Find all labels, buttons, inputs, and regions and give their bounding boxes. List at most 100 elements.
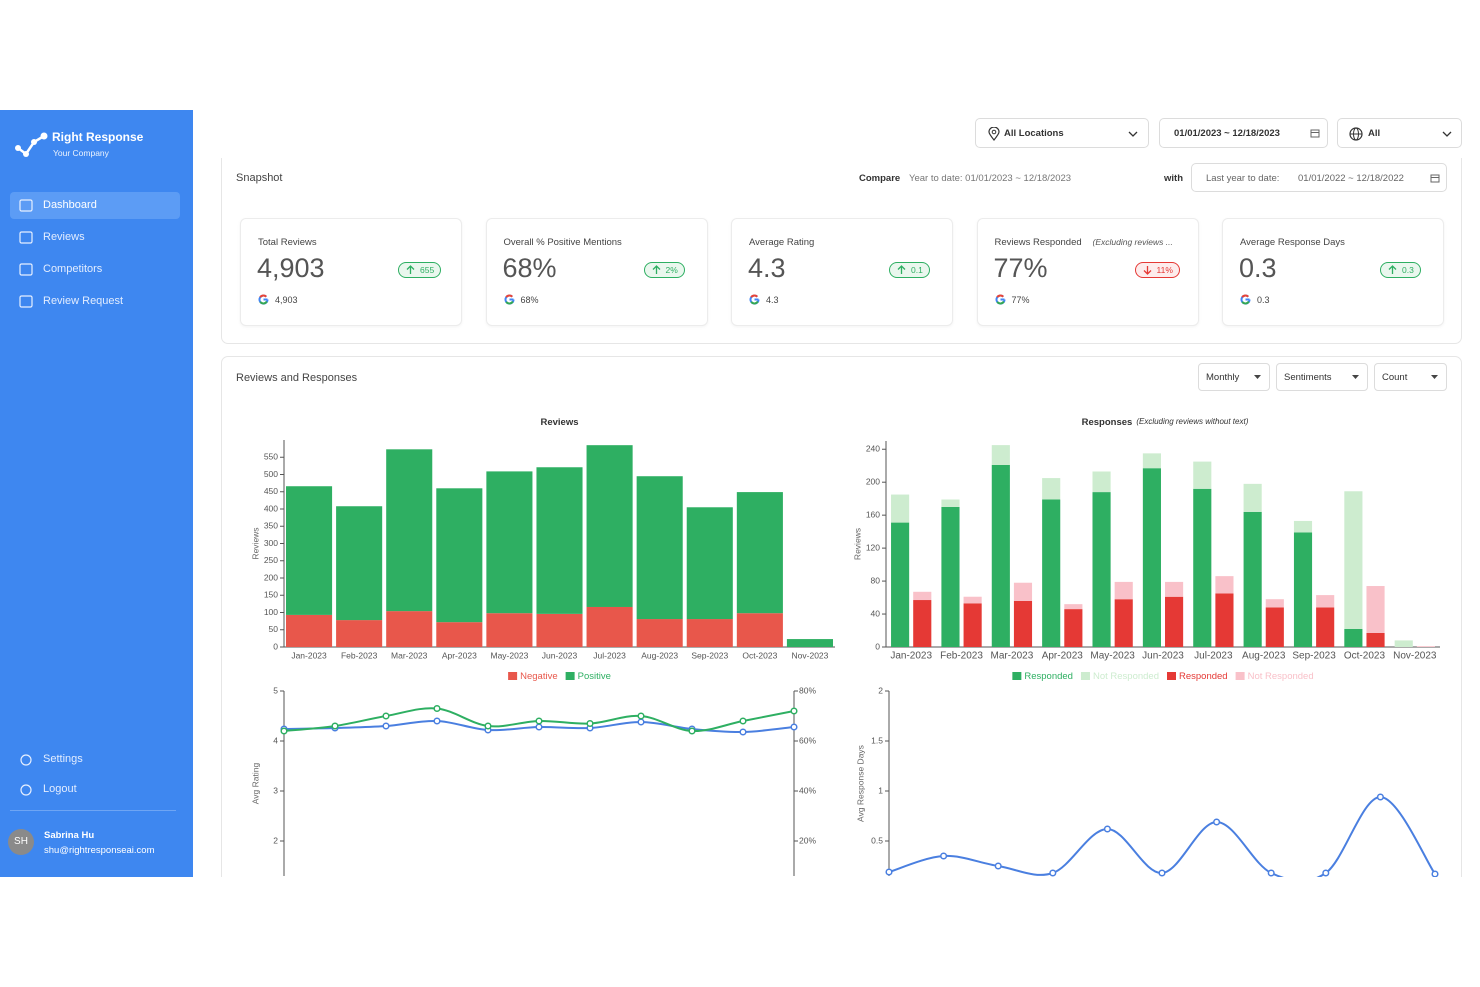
y-tick-label: 3 [273,785,278,795]
icon [1431,375,1438,379]
point [790,723,798,731]
point [1431,870,1439,877]
location-filter[interactable]: All Locations [975,118,1149,148]
google-icon [1241,300,1250,305]
y-tick-label: 200 [264,572,278,582]
y-tick-label: 100 [264,607,278,617]
icon [19,199,33,212]
chart-title-text: Responses [1082,417,1133,428]
date-filter[interactable]: 01/01/2023 ~ 12/18/2023 [1159,118,1328,148]
logo [15,132,48,157]
icon [20,784,32,796]
bar [1064,609,1083,647]
kpi-google: 0.3 [1257,295,1270,305]
bar [913,591,932,601]
bar [1215,593,1234,647]
bar [286,486,333,615]
brand: Right Response [52,130,144,144]
bar [486,613,533,647]
icon [20,754,32,766]
kpi-card: Total Reviews 4,903 655 4,903 [240,218,462,326]
point [535,723,543,731]
bar [536,613,583,647]
dropdown[interactable]: Monthly [1198,363,1270,391]
y-tick-label: 250 [264,555,278,565]
bar [1092,492,1111,647]
nav-item[interactable]: Review Request [10,288,180,315]
nav-item[interactable]: Logout [10,778,180,802]
point [940,852,948,860]
point [885,868,893,876]
legend-swatch [1235,672,1245,680]
nav-label: Logout [43,783,77,795]
point [637,718,645,726]
y-axis-title: Avg Response Days [855,745,865,822]
kpi-label: Total Reviews [258,237,317,248]
nav-label: Review Request [43,295,124,307]
bar [686,507,733,620]
bar [991,445,1010,465]
y-tick-label: 2 [878,685,883,695]
bar [891,494,910,523]
company: Your Company [53,148,109,158]
bar [1193,461,1212,489]
arrow [406,265,415,274]
bar [436,488,483,623]
nav-icon [20,754,32,766]
bar [1165,581,1184,597]
kpi-google: 4,903 [275,295,298,305]
y-tick-label: 0.5 [871,835,883,845]
y-tick-label: 300 [264,538,278,548]
bar [336,620,383,647]
point [790,707,798,715]
chart-title: Responses (Excluding reviews without text… [1082,417,1249,428]
icon [897,265,906,274]
legend-swatch [508,672,518,680]
nav-item[interactable]: Dashboard [10,192,180,219]
nav-item[interactable]: Competitors [10,256,180,283]
filter-text: All [1368,128,1381,139]
icon [19,263,33,276]
kpi-card: Reviews Responded (Excluding reviews ... 7… [976,218,1199,326]
nav-icon [19,199,33,212]
point [1376,793,1384,801]
google-icon [995,294,1004,298]
arrow [652,265,660,274]
nav-item[interactable]: Reviews [10,224,180,251]
dropdown[interactable]: Count [1374,363,1447,391]
point [1049,869,1057,877]
point [1158,869,1166,877]
y-tick-label: 240 [866,443,880,453]
charts: 050100150200250300350400450500550Reviews… [250,417,1440,877]
kpi-change: 11% [1134,262,1180,278]
point [994,862,1002,870]
google-icon [259,300,268,305]
point [433,717,441,725]
kpi-google: 68% [520,295,539,305]
x-tick-label: Jul-2023 [1194,651,1233,662]
y-axis-title: Avg Rating [250,763,260,805]
dropdown[interactable]: Sentiments [1276,363,1368,391]
google-icon [750,300,759,305]
bar [1064,604,1083,610]
legend-swatch [1080,672,1090,680]
icon [1352,375,1359,379]
kpi-value: 4,903 [257,253,325,283]
compare-value: Year to date: 01/01/2023 ~ 12/18/2023 [909,173,1072,184]
bar [1293,532,1313,647]
chart-title-text: Reviews [540,417,578,428]
arrow [1388,265,1397,274]
x-tick-label: Jun-2023 [542,650,578,660]
legend-label: Responded [1024,671,1073,682]
nav-label: Dashboard [43,199,97,211]
source-filter[interactable]: All [1337,118,1462,148]
compare-range[interactable]: Last year to date: 01/01/2022 ~ 12/18/20… [1191,163,1447,192]
line [888,795,1436,877]
x-tick-label: Apr-2023 [442,650,477,660]
user-email: shu@rightresponseai.com [44,845,155,856]
app: Right Response Your Company Dashboard Rev… [0,110,1462,877]
nav-label: Settings [43,753,83,765]
point [688,727,696,735]
kpi-value: 77% [993,253,1048,283]
nav-item[interactable]: Settings [10,748,180,772]
